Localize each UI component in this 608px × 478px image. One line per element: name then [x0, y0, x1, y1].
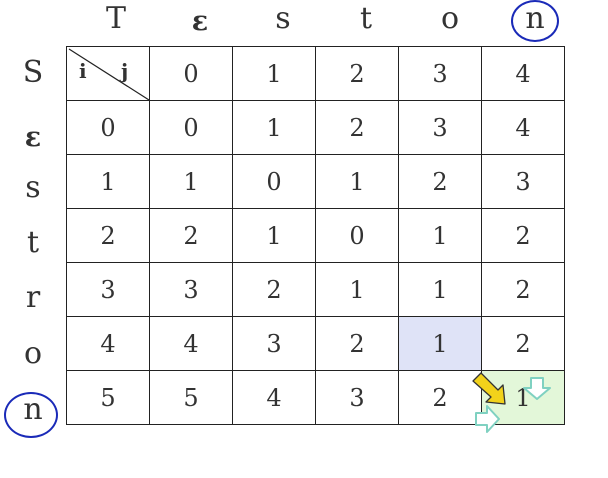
table-cell: 2 [315, 316, 399, 371]
table-cell: 3 [315, 370, 399, 425]
index-row: i j 0 1 2 3 4 [66, 46, 565, 101]
column-letter-epsilon: ε [191, 6, 209, 37]
table-cell: 3 [398, 100, 482, 155]
table-cell: 1 [315, 154, 399, 209]
table-cell: 4 [232, 370, 316, 425]
table-cell: 2 [481, 208, 565, 263]
index-cell: 3 [398, 46, 482, 101]
table-row: 0 0 1 2 3 4 [66, 100, 565, 155]
corner-cell: i j [66, 46, 150, 101]
column-n-circle [511, 0, 559, 42]
index-cell: 0 [149, 46, 233, 101]
table-row: 3 3 2 1 1 2 [66, 262, 565, 317]
table-cell: 4 [481, 100, 565, 155]
table-cell: 1 [66, 154, 150, 209]
table-row: 1 1 0 1 2 3 [66, 154, 565, 209]
table-cell: 0 [66, 100, 150, 155]
column-letter-s: s [275, 1, 291, 36]
table-cell: 5 [66, 370, 150, 425]
table-cell: 1 [232, 100, 316, 155]
table-cell: 1 [149, 154, 233, 209]
diagonal-source-cell: 1 [398, 316, 482, 371]
row-letter-t: t [26, 225, 40, 260]
table-cell: 2 [398, 370, 482, 425]
row-letter-r: r [25, 280, 41, 315]
table-cell: 3 [66, 262, 150, 317]
table-cell: 3 [232, 316, 316, 371]
table-row: 2 2 1 0 1 2 [66, 208, 565, 263]
row-letter-epsilon: ε [24, 122, 42, 153]
table-cell: 2 [66, 208, 150, 263]
index-cell: 1 [232, 46, 316, 101]
row-letter-s: s [25, 170, 41, 205]
table-cell: 1 [398, 208, 482, 263]
table-cell: 2 [398, 154, 482, 209]
column-letter-T: T [105, 1, 126, 36]
index-cell: 2 [315, 46, 399, 101]
row-index-label: i [79, 59, 87, 83]
table-cell: 3 [149, 262, 233, 317]
table-cell: 1 [232, 208, 316, 263]
column-letter-o: o [440, 1, 460, 36]
table-cell: 1 [315, 262, 399, 317]
table-cell: 3 [481, 154, 565, 209]
table-cell: 2 [149, 208, 233, 263]
table-row: 4 4 3 2 1 2 [66, 316, 565, 371]
table-cell: 0 [149, 100, 233, 155]
table-row: 5 5 4 3 2 1 [66, 370, 565, 425]
column-letter-t: t [359, 1, 373, 36]
table-cell: 5 [149, 370, 233, 425]
row-letter-o: o [23, 336, 43, 371]
index-cell: 4 [481, 46, 565, 101]
col-index-label: j [121, 59, 129, 83]
row-letter-S: S [22, 55, 44, 90]
table-cell: 0 [315, 208, 399, 263]
table-cell: 2 [315, 100, 399, 155]
table-cell: 2 [481, 316, 565, 371]
corner-diagonal-line [68, 48, 150, 101]
table-cell: 2 [232, 262, 316, 317]
table-cell: 1 [398, 262, 482, 317]
edit-distance-table: i j 0 1 2 3 4 0 0 1 2 3 4 1 1 0 1 2 3 2 … [66, 46, 565, 425]
table-cell: 4 [149, 316, 233, 371]
table-cell: 4 [66, 316, 150, 371]
target-cell: 1 [481, 370, 565, 425]
table-cell: 0 [232, 154, 316, 209]
row-n-circle [4, 392, 58, 438]
table-cell: 2 [481, 262, 565, 317]
